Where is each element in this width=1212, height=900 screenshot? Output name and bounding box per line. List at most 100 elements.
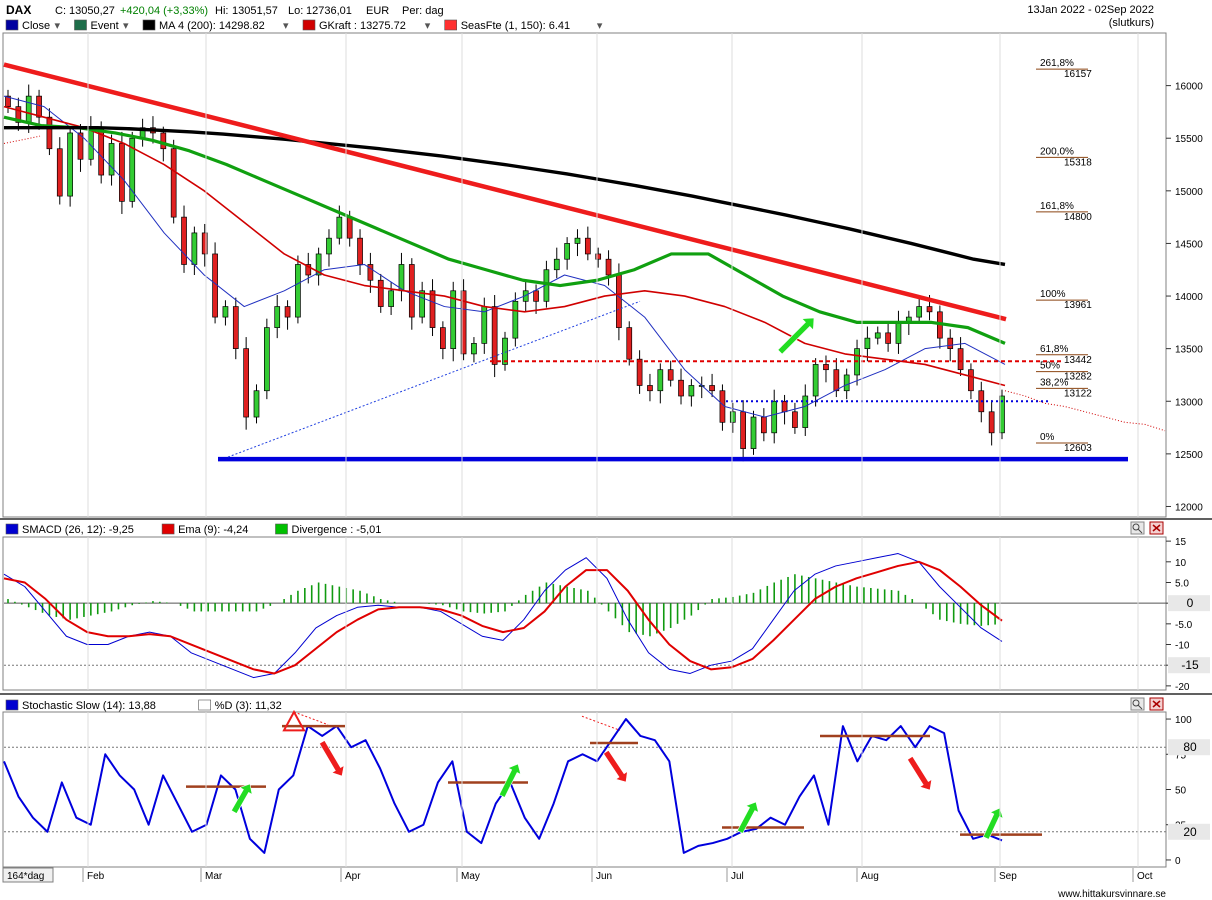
rising-trend-line (227, 300, 641, 458)
price-type: (slutkurs) (1109, 17, 1154, 29)
legend-label: Stochastic Slow (14): 13,88 (22, 700, 156, 712)
stoch-panel-tools (1130, 697, 1164, 711)
fib-value-label: 13122 (1064, 388, 1092, 399)
candle-body (533, 290, 539, 302)
candle-body (771, 400, 778, 434)
sell-arrow-icon-shape (319, 740, 345, 777)
close-label: C: (55, 5, 66, 17)
legend-label: Divergence : -5,01 (292, 524, 382, 536)
month-label: Jun (596, 871, 612, 882)
candle-body (729, 411, 736, 423)
buy-arrow-icon-shape (777, 317, 815, 355)
candle-body (957, 348, 964, 371)
y-highlight-box (1168, 823, 1210, 840)
candle-body (295, 264, 301, 318)
candle-body (264, 327, 270, 392)
candle-body (968, 369, 974, 392)
y-tick-label: -5.0 (1175, 620, 1193, 631)
candle-body (253, 390, 260, 418)
divergence-dotted-line (581, 715, 621, 731)
candle-body (129, 137, 136, 202)
legend-label: GKraft : 13275.72 (319, 20, 406, 32)
y-tick-label: -20 (1175, 682, 1190, 693)
candle-body (232, 306, 239, 350)
downtrend-line (3, 62, 1007, 322)
candle-body (667, 369, 674, 381)
y-tick-label: 13000 (1175, 397, 1203, 408)
candle-body (191, 232, 198, 265)
month-label: Sep (999, 871, 1017, 882)
legend-label: SeasFte (1, 150): 6.41 (461, 20, 570, 32)
candle-body (274, 306, 281, 328)
stochastic-panel: 10075502508020 (3, 709, 1210, 867)
buy-arrow-icon-shape (230, 783, 253, 814)
hi-label: Hi: (215, 5, 228, 17)
ma-blue-line (3, 95, 1006, 418)
candle-body (305, 264, 312, 276)
legend-dropdown-icon: ▾ (283, 20, 289, 32)
candle-body (108, 143, 115, 176)
y-tick-label: 100 (1175, 715, 1192, 726)
chart-header: DAX C: 13050,27 +420,04 (+3,33%) Hi: 130… (6, 3, 1154, 29)
y-tick-label: 20 (1183, 825, 1197, 839)
fib-pct-label: 261,8% (1040, 58, 1074, 69)
candle-body (636, 358, 643, 386)
candle-body (833, 369, 840, 392)
candle-body (512, 300, 519, 339)
month-label: Mar (205, 871, 223, 882)
legend-dropdown-icon: ▾ (597, 20, 603, 32)
macd-panel-frame (2, 536, 1167, 691)
fib-pct-label: 50% (1040, 361, 1060, 372)
fib-pct-label: 38,2% (1040, 377, 1068, 388)
y-tick-label: 0 (1175, 856, 1181, 867)
candle-body (357, 237, 363, 265)
candle-body (502, 337, 508, 365)
ema-line (3, 560, 1003, 675)
candle-body (181, 216, 187, 265)
legend-swatch (74, 19, 87, 31)
fib-value-label: 15318 (1064, 157, 1092, 168)
buy-arrow-icon (777, 317, 815, 355)
candle-body (761, 416, 767, 434)
legend-swatch (142, 19, 156, 31)
legend-label: %D (3): 11,32 (215, 700, 282, 712)
y-tick-label: 75 (1175, 750, 1187, 761)
candle-body (491, 306, 498, 365)
candle-body (678, 379, 684, 397)
y-tick-label: 12500 (1175, 450, 1203, 461)
y-tick-label: -10 (1175, 641, 1190, 652)
buy-arrow-icon (498, 763, 522, 798)
candle-body (657, 369, 664, 392)
month-label: Apr (345, 871, 361, 882)
candle-body (336, 216, 343, 239)
currency-label: EUR (366, 5, 389, 17)
candle-body (471, 343, 477, 355)
price-panel: 12000 12500 13000 13500 14000 14500 15000 15500… (3, 58, 1203, 513)
legend-swatch (444, 19, 458, 31)
sell-arrow-icon (319, 740, 345, 777)
candle-body (781, 400, 788, 413)
candle-body (243, 348, 249, 418)
legend-dropdown-icon: ▾ (123, 20, 129, 32)
legend-swatch (5, 699, 19, 711)
candle-body (688, 385, 695, 397)
lo-label: Lo: (288, 5, 303, 17)
candle-body (605, 258, 612, 276)
candle-body (564, 243, 570, 260)
candle-body (201, 232, 208, 255)
candle-body (77, 132, 84, 160)
candle-body (429, 290, 436, 328)
ma-green-line (3, 115, 1006, 345)
legend-swatch (302, 19, 316, 31)
seasonal-forecast-line (1004, 390, 1166, 432)
month-label: Aug (861, 871, 879, 882)
date-range: 13Jan 2022 - 02Sep 2022 (1027, 4, 1154, 16)
candle-body (326, 237, 332, 255)
candle-body (864, 337, 871, 350)
candle-body (947, 337, 954, 350)
legend-label: SMACD (26, 12): -9,25 (22, 524, 134, 536)
legend-label: Ema (9): -4,24 (178, 524, 248, 536)
fib-value-label: 12603 (1064, 443, 1092, 454)
y-tick-label: 15000 (1175, 187, 1203, 198)
y-tick-label: 13500 (1175, 345, 1203, 356)
